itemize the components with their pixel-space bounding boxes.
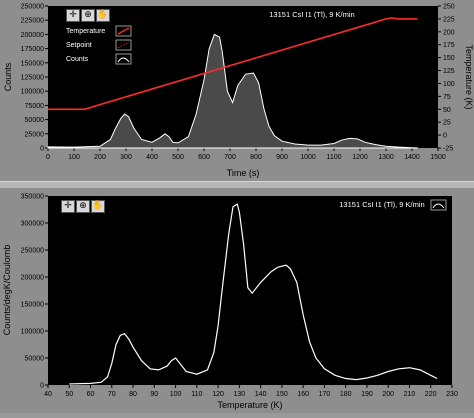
- y-tick-label: 225000: [21, 18, 44, 25]
- counts-area: [47, 33, 418, 149]
- temperature-graph-panel: 40 50 60 70 80 90 100 110 120 130 140 150 160 170 180 1…: [0, 188, 474, 413]
- x-tick-label: 100: [68, 154, 80, 161]
- y-tick-label: 0: [40, 383, 44, 390]
- y-tick-label: 75000: [25, 103, 45, 110]
- x-tick-label: 170: [319, 391, 331, 398]
- x-tick-label: 50: [65, 391, 73, 398]
- x-axis-label: Time (s): [227, 168, 260, 178]
- y2-tick-label: 225: [443, 16, 455, 23]
- x-tick-label: 200: [382, 391, 394, 398]
- y2-tick-label: 175: [443, 42, 455, 49]
- y2-tick-label: 125: [443, 68, 455, 75]
- x-tick-label: 1200: [352, 154, 368, 161]
- graph-toolbar: ✛ ⊕ ✋: [66, 9, 110, 22]
- y-tick-label: 125000: [21, 75, 44, 82]
- glow-curve-line: [69, 203, 438, 385]
- legend-swatch[interactable]: [430, 199, 447, 211]
- x-tick-label: 70: [108, 391, 116, 398]
- zoom-icon[interactable]: ⊕: [81, 9, 95, 22]
- x-tick-label: 1300: [378, 154, 394, 161]
- legend-swatch-temperature-line: [117, 27, 130, 35]
- x-tick-label: 230: [446, 391, 458, 398]
- y2-tick-label: 150: [443, 55, 455, 62]
- y2-tick-label: 200: [443, 29, 455, 36]
- legend-label-temperature: Temperature: [66, 28, 105, 35]
- y-tick-label: 0: [40, 146, 44, 153]
- y-tick-label: 150000: [21, 60, 44, 67]
- legend-swatch-counts-curve: [117, 57, 130, 63]
- x-tick-label: 500: [172, 154, 184, 161]
- temperature-graph: 40 50 60 70 80 90 100 110 120 130 140 150 160 170 180 1…: [2, 194, 458, 411]
- x-tick-label: 300: [120, 154, 132, 161]
- x-tick-label: 160: [297, 391, 309, 398]
- plot-title: 13151 CsI I1 (Tl), 9 K/min: [339, 200, 424, 209]
- x-tick-label: 100: [170, 391, 182, 398]
- hand-icon[interactable]: ✋: [91, 200, 105, 213]
- x-axis-label: Temperature (K): [217, 400, 282, 410]
- x-tick-label: 210: [404, 391, 416, 398]
- x-tick-label: 130: [234, 391, 246, 398]
- y2-tick-label: 0: [443, 133, 447, 140]
- x-tick-label: 1100: [326, 154, 341, 161]
- y-tick-label: 250000: [21, 4, 44, 11]
- x-tick-label: 700: [224, 154, 236, 161]
- time-graph: 0 100 200 300 400 500 600 700 800 900 1000 1100 1200…: [3, 4, 474, 179]
- y-tick-label: 50000: [25, 117, 45, 124]
- x-tick-label: 0: [46, 154, 50, 161]
- y2-tick-label: 75: [443, 94, 451, 101]
- y-tick-label: 200000: [21, 32, 44, 39]
- x-tick-label: 190: [361, 391, 373, 398]
- x-tick-label: 110: [191, 391, 202, 398]
- legend-swatch-counts[interactable]: [115, 53, 132, 65]
- cursor-move-icon[interactable]: ✛: [66, 9, 80, 22]
- hand-icon[interactable]: ✋: [96, 9, 110, 22]
- legend: Temperature Setpoint Counts: [66, 25, 132, 65]
- x-tick-label: 220: [425, 391, 437, 398]
- legend-swatch-setpoint-line: [117, 41, 130, 49]
- y2-tick-label: 25: [443, 120, 451, 127]
- x-tick-label: 180: [340, 391, 352, 398]
- y-tick-label: 300000: [21, 221, 44, 228]
- y-tick-label: 200000: [21, 275, 44, 282]
- x-tick-label: 40: [44, 391, 52, 398]
- y2-tick-label: 50: [443, 107, 451, 114]
- x-tick-label: 200: [94, 154, 106, 161]
- x-tick-label: 60: [87, 391, 95, 398]
- x-tick-label: 90: [150, 391, 158, 398]
- legend-swatch-curve: [432, 203, 445, 209]
- y2-tick-label: 100: [443, 81, 455, 88]
- graph-toolbar: ✛ ⊕ ✋: [61, 200, 105, 213]
- x-tick-label: 80: [129, 391, 137, 398]
- x-tick-label: 150: [276, 391, 288, 398]
- x-tick-label: 1500: [430, 154, 446, 161]
- y-tick-label: 175000: [21, 46, 44, 53]
- legend-label-setpoint: Setpoint: [66, 42, 92, 49]
- temperature-line: [48, 17, 418, 111]
- y-axis-label: Counts/degK/Coulomb: [2, 245, 12, 336]
- y-tick-label: 250000: [21, 248, 44, 255]
- y-tick-label: 150000: [21, 302, 44, 309]
- x-tick-label: 1400: [404, 154, 420, 161]
- x-tick-label: 600: [198, 154, 210, 161]
- time-graph-panel: 0 100 200 300 400 500 600 700 800 900 1000 1100 1200…: [0, 0, 474, 182]
- y-tick-label: 50000: [25, 356, 45, 363]
- x-tick-label: 400: [146, 154, 158, 161]
- x-tick-label: 1000: [300, 154, 316, 161]
- y2-tick-label: 250: [443, 4, 455, 11]
- x-tick-label: 800: [250, 154, 262, 161]
- legend-label-counts: Counts: [66, 56, 89, 63]
- x-tick-label: 140: [255, 391, 267, 398]
- plot-title: 13151 CsI I1 (Tl), 9 K/min: [269, 10, 354, 19]
- zoom-icon[interactable]: ⊕: [76, 200, 90, 213]
- y2-tick-label: -25: [443, 146, 453, 153]
- cursor-move-icon[interactable]: ✛: [61, 200, 75, 213]
- x-tick-label: 900: [276, 154, 288, 161]
- y-tick-label: 100000: [21, 329, 44, 336]
- y-tick-label: 25000: [25, 131, 45, 138]
- y-tick-label: 350000: [21, 194, 44, 201]
- y-axis-label: Counts: [3, 62, 13, 91]
- x-tick-label: 120: [212, 391, 224, 398]
- y2-axis-label: Temperature (K): [464, 44, 474, 109]
- y-tick-label: 100000: [21, 89, 44, 96]
